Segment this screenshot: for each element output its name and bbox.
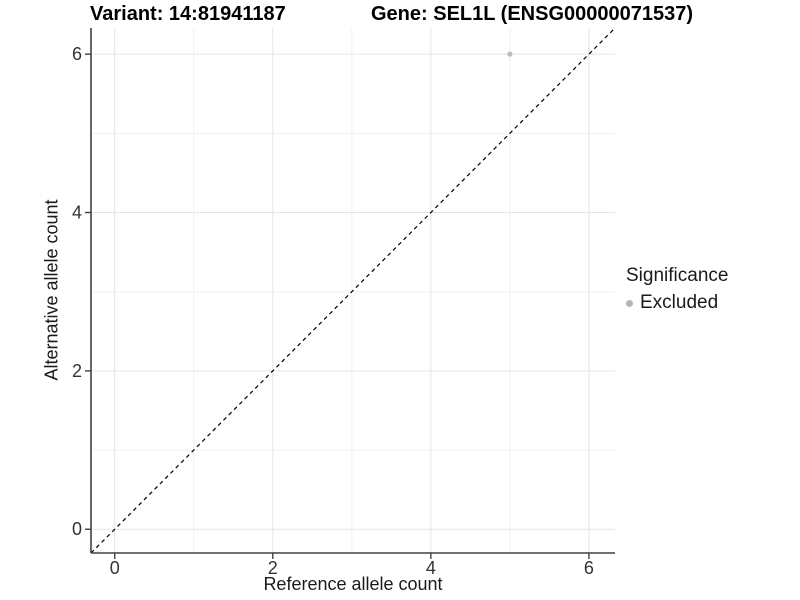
gene-title: Gene: SEL1L (ENSG00000071537) (371, 3, 694, 25)
x-tick-label: 6 (584, 558, 594, 578)
y-tick-label: 2 (72, 361, 82, 381)
x-axis-title: Reference allele count (263, 574, 443, 594)
variant-title: Variant: 14:81941187 (90, 3, 286, 25)
identity-reference-line (90, 27, 616, 554)
legend-title: Significance (626, 265, 729, 286)
y-tick-label: 6 (72, 44, 82, 64)
legend-entry-excluded: Excluded (626, 292, 728, 314)
y-axis-title: Alternative allele count (41, 199, 62, 381)
legend-key-dot-icon (626, 299, 633, 307)
x-tick-label: 0 (110, 558, 120, 578)
y-tick-label: 4 (72, 203, 82, 223)
x-tick-label: 4 (426, 558, 436, 578)
data-point (507, 51, 513, 57)
x-tick-label: 2 (268, 558, 278, 578)
legend-entry-label: Excluded (640, 292, 719, 313)
y-tick-label: 0 (72, 519, 82, 539)
legend: Significance Excluded (626, 265, 728, 314)
